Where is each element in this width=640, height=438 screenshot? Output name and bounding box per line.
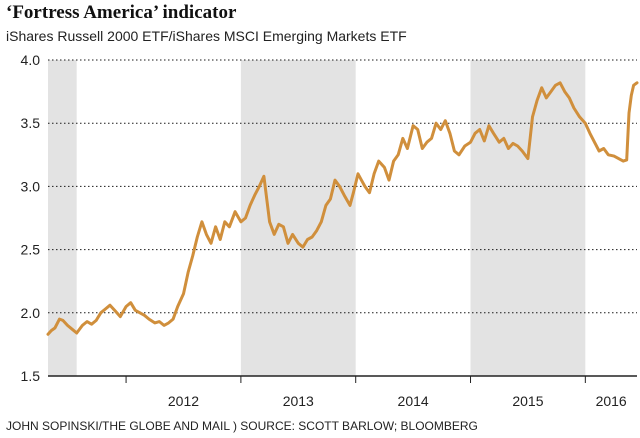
x-tick-label-3: 2015 <box>512 393 543 409</box>
x-tick-label-0: 2012 <box>168 393 199 409</box>
x-tick-label-1: 2013 <box>283 393 314 409</box>
y-tick-label-4: 3.5 <box>21 115 41 131</box>
y-tick-label-5: 4.0 <box>21 52 41 68</box>
chart-title: ‘Fortress America’ indicator <box>6 2 237 23</box>
y-tick-label-0: 1.5 <box>21 368 41 384</box>
shaded-year-bands <box>48 60 586 376</box>
shaded-band-0 <box>48 60 77 376</box>
y-tick-label-3: 3.0 <box>21 178 41 194</box>
x-tick-label-2: 2014 <box>398 393 429 409</box>
y-tick-label-1: 2.0 <box>21 305 41 321</box>
source-credit: JOHN SOPINSKI/THE GLOBE AND MAIL ) SOURC… <box>6 419 478 433</box>
series-line-0 <box>46 81 639 336</box>
y-axis-ticks: 1.5 2.0 2.5 3.0 3.5 4.0 <box>21 52 41 384</box>
y-tick-label-2: 2.5 <box>21 242 41 258</box>
shaded-band-1 <box>240 60 356 376</box>
chart-subtitle: iShares Russell 2000 ETF/iShares MSCI Em… <box>6 28 407 44</box>
shaded-band-2 <box>470 60 586 376</box>
x-axis: 2012 2013 2014 2015 2016 <box>48 375 637 409</box>
x-tick-label-4: 2016 <box>596 393 627 409</box>
series-group <box>46 81 639 336</box>
